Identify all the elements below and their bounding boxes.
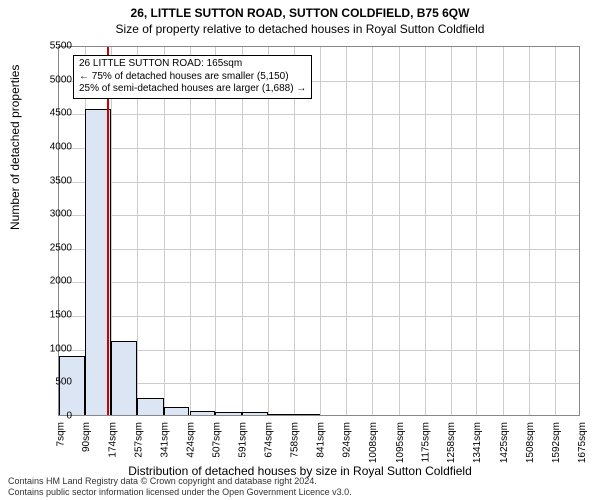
y-tick-label: 5500 [36,41,72,52]
annotation-line: 26 LITTLE SUTTON ROAD: 165sqm [79,58,306,71]
y-tick-label: 2000 [36,276,72,287]
y-tick-label: 0 [36,411,72,422]
gridline-v [215,47,216,415]
x-tick-label: 1341sqm [472,422,483,463]
y-tick-label: 4000 [36,141,72,152]
gridline-v [372,47,373,415]
histogram-bar [164,407,190,415]
annotation-line: ← 75% of detached houses are smaller (5,… [79,71,306,84]
gridline-v [503,47,504,415]
footer-line-2: Contains public sector information licen… [8,487,352,497]
footer: Contains HM Land Registry data © Crown c… [8,476,352,497]
annotation-box: 26 LITTLE SUTTON ROAD: 165sqm← 75% of de… [73,55,312,99]
gridline-v [137,47,138,415]
y-tick-label: 500 [36,377,72,388]
x-tick-label: 674sqm [264,422,275,458]
x-tick-label: 1508sqm [525,422,536,463]
marker-line [107,47,109,415]
main-title: 26, LITTLE SUTTON ROAD, SUTTON COLDFIELD… [0,0,600,20]
histogram-bar [190,411,216,415]
gridline-v [425,47,426,415]
x-tick-label: 507sqm [211,422,222,458]
x-tick-label: 1592sqm [551,422,562,463]
gridline-v [346,47,347,415]
gridline-v [451,47,452,415]
gridline-v [320,47,321,415]
x-tick-label: 1675sqm [577,422,588,463]
x-tick-label: 7sqm [55,422,66,446]
gridline-v [190,47,191,415]
x-tick-label: 1258sqm [447,422,458,463]
chart-area: 26 LITTLE SUTTON ROAD: 165sqm← 75% of de… [58,46,580,416]
subtitle: Size of property relative to detached ho… [0,20,600,36]
x-tick-label: 1425sqm [499,422,510,463]
y-tick-label: 1000 [36,343,72,354]
x-tick-label: 591sqm [238,422,249,458]
y-tick-label: 2500 [36,242,72,253]
gridline-v [555,47,556,415]
histogram-bar [137,398,163,415]
gridline-v [164,47,165,415]
gridline-v [242,47,243,415]
histogram-bar [111,341,137,415]
x-tick-label: 841sqm [316,422,327,458]
x-tick-label: 1008sqm [368,422,379,463]
x-tick-label: 257sqm [133,422,144,458]
x-tick-label: 1175sqm [421,422,432,462]
x-tick-label: 924sqm [342,422,353,458]
y-tick-label: 1500 [36,310,72,321]
y-tick-label: 3000 [36,209,72,220]
histogram-bar [215,412,241,415]
y-tick-label: 3500 [36,175,72,186]
y-tick-label: 4500 [36,108,72,119]
annotation-line: 25% of semi-detached houses are larger (… [79,83,306,96]
histogram-bar [242,412,268,415]
histogram-bar [268,414,294,415]
y-tick-label: 5000 [36,74,72,85]
gridline-v [399,47,400,415]
x-tick-label: 174sqm [107,422,118,458]
gridline-v [529,47,530,415]
y-axis-label: Number of detached properties [8,65,22,230]
x-tick-label: 341sqm [160,422,171,458]
plot-area: 26 LITTLE SUTTON ROAD: 165sqm← 75% of de… [58,46,580,416]
gridline-v [476,47,477,415]
x-tick-label: 1095sqm [395,422,406,463]
x-tick-label: 424sqm [186,422,197,458]
histogram-bar [294,414,320,415]
x-tick-label: 90sqm [81,422,92,452]
footer-line-1: Contains HM Land Registry data © Crown c… [8,476,352,486]
x-tick-label: 758sqm [290,422,301,458]
gridline-v [268,47,269,415]
gridline-v [294,47,295,415]
